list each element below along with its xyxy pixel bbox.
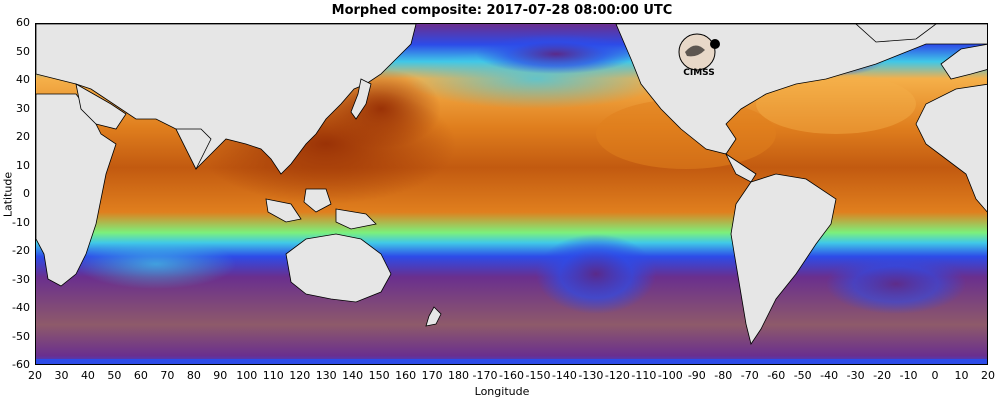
landmass-europe-right [940,43,987,80]
landmass-arabia [75,83,127,130]
x-tick-label: -30 [846,369,865,382]
landmass-borneo [303,188,332,213]
cimss-logo-text: CIMSS [683,68,714,77]
x-axis-title: Longitude [474,385,530,398]
y-tick-label: 10 [16,158,30,172]
y-tick-label: -30 [12,272,30,286]
y-tick-label: -50 [12,329,30,343]
x-tick-label: -150 [525,369,551,382]
x-tick-label: 20 [28,369,42,382]
landmass-new-guinea [335,208,377,230]
x-tick-label: -20 [873,369,892,382]
north-pacific-dry-region [476,34,636,74]
y-tick-label: -20 [12,244,30,257]
x-tick-label: -140 [551,369,577,382]
y-tick-label: 40 [16,73,30,86]
x-tick-label: -40 [820,369,839,382]
landmass-central-america [724,152,757,183]
x-tick-label: 90 [213,369,228,382]
south-pacific-dry-region [536,234,656,314]
x-tick-label: 130 [315,369,337,382]
landmass-greenland [855,24,937,43]
y-tick-label: 30 [16,101,30,115]
map-plot-area [35,23,988,365]
y-tick-label: 50 [16,44,30,58]
x-tick-label: -80 [714,369,733,382]
x-tick-label: -10 [899,369,918,382]
x-tick-label: 70 [160,369,175,382]
x-tick-label: 100 [236,369,258,382]
x-tick-label: 40 [80,369,95,382]
x-tick-label: 80 [186,369,201,382]
landmass-new-zealand [425,306,442,327]
x-tick-label: -60 [767,369,786,382]
x-tick-label: 150 [368,369,390,382]
north-atlantic-moist-region [756,74,916,134]
cimss-logo-icon: CIMSS [678,33,720,78]
y-tick-label: -10 [12,215,30,229]
x-tick-label: 20 [981,369,995,382]
landmass-south-america [730,173,837,345]
x-tick-label: -90 [687,369,706,382]
landmass-india [175,128,212,170]
x-tick-label: 50 [107,369,122,382]
x-tick-label: 180 [448,369,470,382]
x-tick-label: 0 [931,369,939,382]
x-tick-label: -70 [740,369,759,382]
x-tick-label: 60 [133,369,148,382]
map-svg [36,24,987,364]
x-tick-label: 170 [421,369,443,382]
land-masses [36,24,987,345]
x-tick-label: -50 [793,369,812,382]
x-tick-label: 140 [342,369,364,382]
landmass-japan [350,78,372,120]
landmass-indonesia [265,198,302,223]
map-title: Morphed composite: 2017-07-28 08:00:00 U… [331,3,673,18]
x-tick-label: -130 [578,369,604,382]
x-tick-label: -120 [604,369,630,382]
x-tick-label: -170 [472,369,498,382]
x-tick-label: -160 [499,369,524,382]
x-tick-label: -100 [657,369,683,382]
y-tick-label: 0 [23,187,30,200]
y-tick-label: 20 [16,130,30,143]
x-tick-label: 30 [54,369,69,382]
indian-ocean-cyan-band [76,239,236,289]
x-tick-label: 120 [289,369,311,382]
x-tick-label: 110 [262,369,284,382]
y-tick-label: -60 [12,358,30,371]
landmass-australia [285,233,392,303]
x-tick-label: -110 [631,369,657,382]
south-atlantic-dry-region [826,254,966,314]
x-tick-label: 10 [954,369,969,382]
y-tick-label: 60 [16,16,30,29]
cimss-logo: CIMSS [675,32,725,78]
x-tick-label: 160 [395,369,417,382]
landmass-west-africa [915,83,987,213]
y-tick-label: -40 [12,301,30,314]
southern-edge-band [36,359,987,364]
